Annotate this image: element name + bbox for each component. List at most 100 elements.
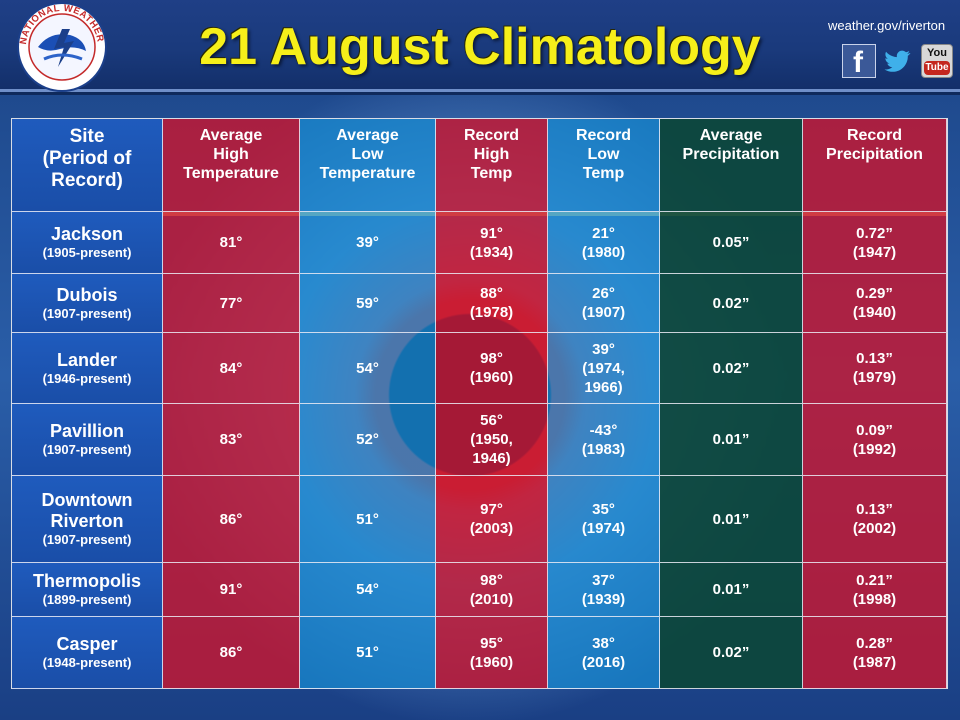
youtube-you: You [927,47,947,59]
site-cell: Downtown Riverton (1907-present) [12,476,163,563]
record-high-cell: 98° (1960) [436,333,548,404]
record-low-cell-value: 21° [592,224,615,242]
column-header-line: High [213,146,249,163]
column-header-line: Record [575,127,632,144]
site-name: Downtown [41,490,133,510]
record-precip-cell: 0.28” (1987) [803,617,947,689]
site-cell: Pavillion (1907-present) [12,404,163,476]
record-high-cell-value: (2003) [469,520,514,537]
column-header: Record Precipitation [803,119,947,212]
record-precip-cell-value: 0.13” [856,350,893,367]
record-precip-cell-value: 0.09” [856,421,893,439]
column-header: Average Low Temperature [300,119,436,212]
record-high-cell: 88° (1978) [436,274,548,333]
avg-low-cell-value: 59° [356,294,379,312]
avg-low-cell-value: 39° [356,234,379,251]
site-name: Jackson [50,224,124,244]
record-low-cell-value: 37° [592,571,615,589]
record-high-cell-value: 1946) [472,450,511,467]
record-high-cell-value: 56° [480,412,503,429]
column-header: Average High Temperature [163,119,300,212]
record-precip-cell: 0.29” (1940) [803,274,947,333]
record-precip-cell-value: 0.28” [856,634,893,652]
avg-low-cell: 39° [300,212,436,274]
record-precip-cell-value: (1992) [852,440,897,458]
site-period: (1948-present) [42,655,132,670]
record-high-cell-value: 98° [480,350,503,367]
avg-precip-cell: 0.05” [660,212,803,274]
avg-high-cell: 77° [163,274,300,333]
column-header-line: High [473,146,510,163]
record-low-cell: 35° (1974) [548,476,660,563]
site-name-line2: Riverton [50,511,124,531]
site-cell: Lander (1946-present) [12,333,163,404]
avg-precip-cell-value: 0.02” [712,294,750,312]
record-high-cell-value: (1978) [469,304,514,321]
website-link[interactable]: weather.gov/riverton [828,18,946,33]
record-precip-cell-value: 0.21” [856,571,893,589]
column-header-line: Average [336,127,399,144]
page-title: 21 August Climatology [199,18,761,76]
avg-precip-cell: 0.02” [660,333,803,404]
record-precip-cell: 0.13” (2002) [803,476,947,563]
avg-high-cell: 84° [163,333,300,404]
column-header-line: Site [69,126,105,147]
avg-precip-cell: 0.02” [660,274,803,333]
site-period: (1899-present) [42,592,132,607]
column-header-line: Temperature [183,165,279,182]
avg-low-cell: 54° [300,563,436,617]
record-low-cell: 37° (1939) [548,563,660,617]
avg-low-cell: 54° [300,333,436,404]
record-high-cell-value: 88° [480,285,503,302]
record-low-cell: 26° (1907) [548,274,660,333]
facebook-icon[interactable]: f [842,44,876,79]
avg-high-cell-value: 83° [219,431,243,448]
record-high-cell-value: 98° [480,571,503,589]
twitter-icon[interactable] [880,44,914,78]
record-high-cell-value: (2010) [469,590,514,608]
column-header-line: Temp [582,165,625,182]
avg-high-cell: 83° [163,404,300,476]
record-precip-cell-value: 0.13” [856,501,893,518]
column-header-line: Record [846,127,903,144]
avg-low-cell: 59° [300,274,436,333]
column-header-line: Temp [470,165,513,182]
avg-precip-cell-value: 0.01” [712,431,750,448]
column-header: Record High Temp [436,119,548,212]
record-precip-cell-value: 0.72” [856,224,893,242]
record-precip-cell: 0.13” (1979) [803,333,947,404]
record-precip-cell: 0.09” (1992) [803,404,947,476]
site-period: (1907-present) [42,532,132,547]
youtube-icon[interactable]: You Tube [921,44,953,78]
record-low-cell-value: 1966) [584,378,623,396]
record-high-cell: 91° (1934) [436,212,548,274]
record-low-cell-value: -43° [589,421,618,439]
avg-low-cell-value: 51° [356,510,379,528]
record-low-cell-value: 35° [592,501,615,518]
avg-precip-cell-value: 0.02” [712,359,750,377]
avg-high-cell-value: 77° [219,294,243,312]
record-high-cell-value: 91° [480,224,503,242]
record-precip-cell-value: (1940) [852,304,897,321]
site-name: Pavillion [49,421,125,441]
column-header-line: Low [351,146,384,163]
record-high-cell-value: (1960) [469,653,514,671]
column-header-line: Record [463,127,520,144]
record-precip-cell-value: (1987) [852,653,897,671]
record-low-cell-value: (1939) [581,590,626,608]
record-precip-cell-value: (1998) [852,590,897,608]
site-period: (1907-present) [42,442,132,457]
record-precip-cell-value: 0.29” [856,285,893,302]
avg-high-cell: 91° [163,563,300,617]
record-low-cell: -43° (1983) [548,404,660,476]
column-header-line: Record) [51,170,123,191]
site-cell: Casper (1948-present) [12,617,163,689]
site-period: (1905-present) [42,245,132,260]
site-period: (1946-present) [42,370,132,386]
column-header-line: Precipitation [682,146,780,163]
site-period: (1907-present) [42,305,132,321]
column-header-line: Average [699,127,763,144]
record-low-cell-value: 38° [592,634,615,652]
avg-precip-cell-value: 0.01” [712,581,750,598]
column-header-line: Low [587,146,620,163]
